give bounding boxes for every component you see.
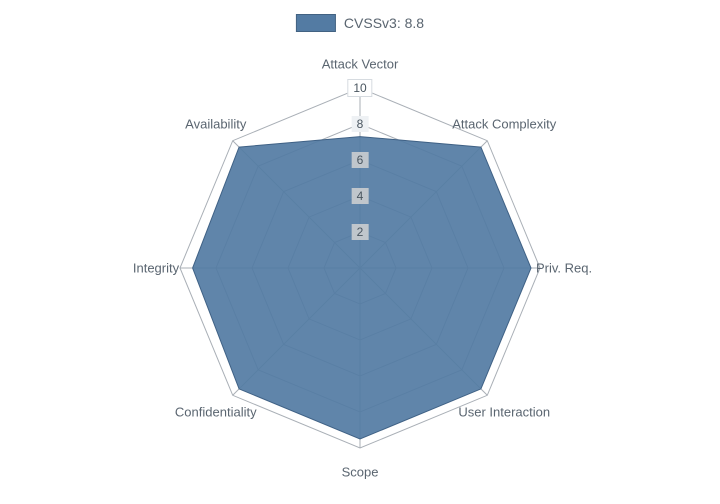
axis-label: Integrity <box>133 261 179 276</box>
legend: CVSSv3: 8.8 <box>296 14 424 32</box>
tick-label: 4 <box>352 188 369 204</box>
axis-label: Confidentiality <box>175 405 257 420</box>
axis-label: User Interaction <box>458 405 550 420</box>
tick-label: 10 <box>347 79 372 97</box>
tick-label: 6 <box>352 152 369 168</box>
axis-label: Scope <box>342 465 379 480</box>
axis-label: Availability <box>185 116 246 131</box>
legend-swatch <box>296 14 336 32</box>
tick-label: 8 <box>352 116 369 132</box>
axis-label: Priv. Req. <box>536 261 592 276</box>
tick-label: 2 <box>352 224 369 240</box>
axis-label: Attack Complexity <box>452 116 556 131</box>
legend-label: CVSSv3: 8.8 <box>344 15 424 31</box>
axis-label: Attack Vector <box>322 57 399 72</box>
radar-chart <box>0 0 720 504</box>
